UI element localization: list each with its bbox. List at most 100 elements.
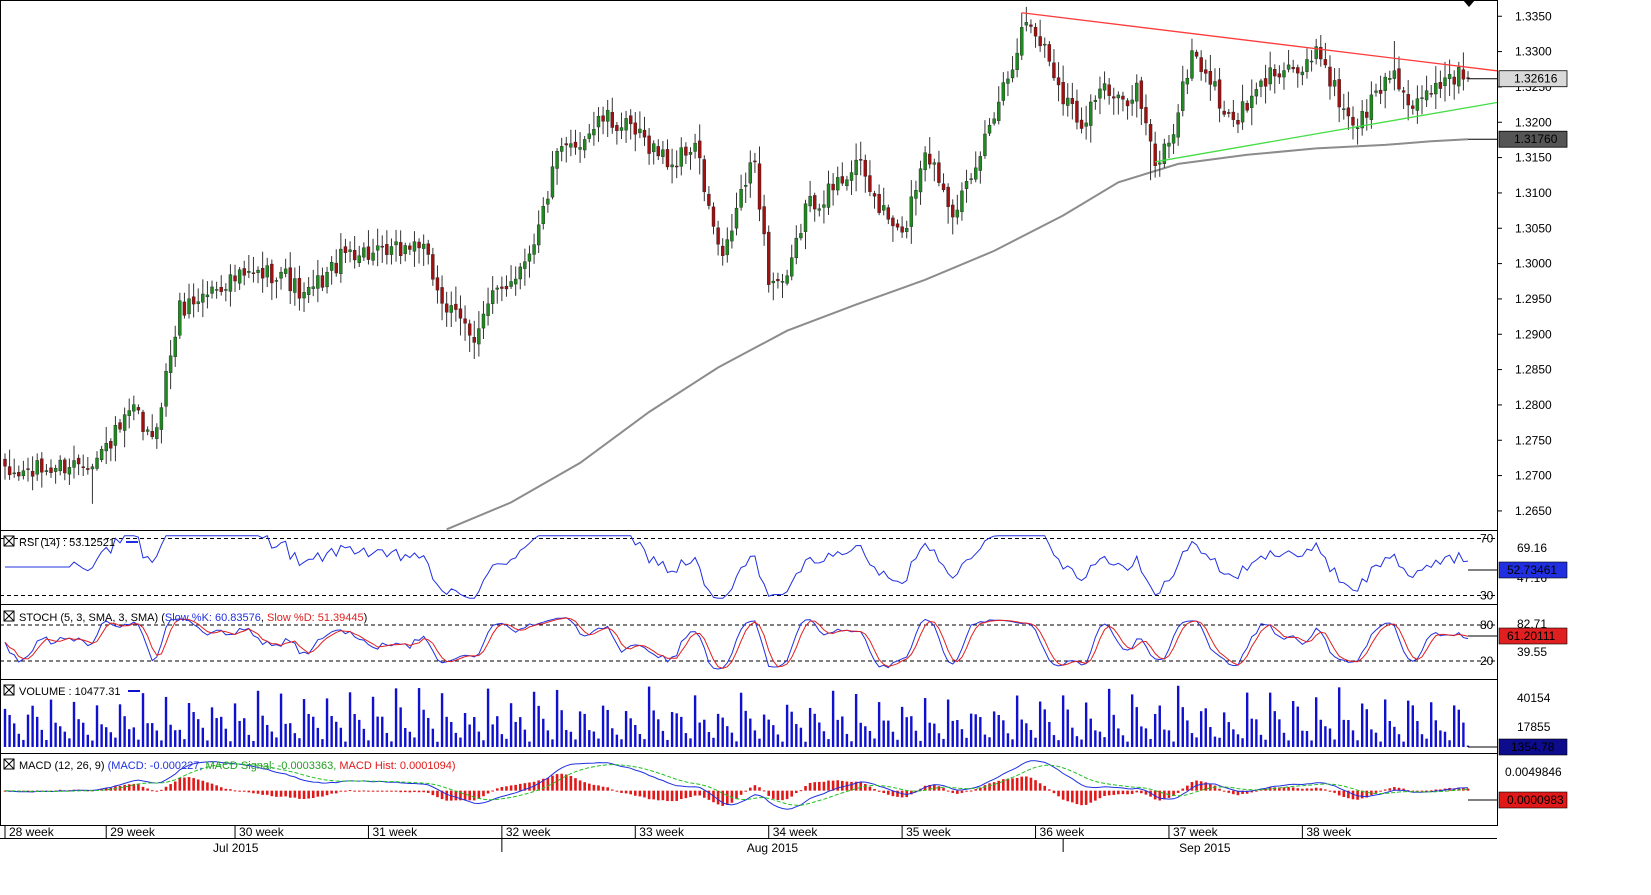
macd-hist-bar: [1227, 790, 1231, 793]
candle-body: [1079, 119, 1084, 129]
volume-bar: [1402, 741, 1405, 747]
volume-bar: [431, 728, 435, 747]
volume-bar: [1094, 730, 1097, 747]
candle-body: [1052, 62, 1056, 79]
macd-hist-bar: [597, 785, 600, 791]
candle-body: [725, 239, 729, 256]
volume-bar: [408, 731, 412, 747]
candle-body: [895, 223, 900, 228]
candle-body: [665, 149, 670, 168]
volume-bar: [31, 705, 34, 747]
volume-bar: [749, 718, 752, 747]
volume-bar: [40, 729, 44, 747]
volume-bar: [1305, 731, 1309, 747]
macd-hist-bar: [1264, 789, 1267, 791]
volume-bar: [873, 738, 876, 747]
candle-body: [490, 290, 495, 304]
macd-hist-bar: [873, 788, 876, 791]
candle-body: [398, 242, 403, 256]
volume-bar: [1121, 735, 1125, 747]
volume-bar: [72, 701, 76, 747]
macd-hist-bar: [841, 780, 844, 791]
candle-body: [44, 470, 49, 472]
macd-hist-bar: [564, 774, 568, 791]
volume-bar: [100, 724, 103, 747]
candle-body: [642, 129, 647, 138]
candle-body: [7, 466, 12, 476]
macd-hist-bar: [1025, 776, 1028, 791]
candle-body: [1392, 70, 1397, 79]
macd-hist-bar: [818, 781, 821, 791]
trendline-resistance: [1021, 12, 1498, 72]
volume-bar: [1190, 733, 1194, 747]
candle-body: [969, 178, 973, 180]
macd-hist-bar: [647, 790, 651, 800]
macd-hist-bar: [578, 780, 582, 791]
macd-hist-bar: [330, 790, 333, 794]
macd-hist-bar: [1370, 790, 1373, 796]
volume-bar: [781, 741, 784, 747]
candle-body: [145, 429, 150, 432]
macd-hist-bar: [403, 790, 407, 793]
macd-hist-bar: [1296, 788, 1300, 791]
volume-bar: [592, 731, 596, 747]
rsi-tag-label: 52.73461: [1507, 563, 1557, 577]
candle-body: [265, 265, 269, 278]
volume-bar: [799, 727, 803, 747]
macd-hist-bar: [1236, 790, 1240, 796]
macd-hist-bar: [348, 790, 352, 792]
candle-body: [58, 459, 62, 472]
month-label: Sep 2015: [1179, 841, 1231, 855]
macd-hist-bar: [169, 784, 172, 791]
price-tick-label: 1.2650: [1515, 504, 1552, 518]
volume-bar: [1287, 740, 1290, 747]
candle-body: [302, 292, 306, 299]
candle-body: [113, 425, 118, 446]
volume-bar: [160, 740, 163, 747]
volume-bar: [1241, 738, 1244, 747]
macd-hist-bar: [1241, 790, 1244, 795]
candle-body: [1332, 80, 1337, 87]
macd-hist-bar: [357, 790, 361, 792]
volume-bar: [1268, 692, 1272, 747]
macd-hist-bar: [1149, 790, 1152, 797]
volume-bar: [63, 731, 67, 747]
candle-body: [500, 286, 504, 289]
candle-body: [1116, 94, 1121, 99]
volume-bar: [13, 723, 16, 747]
macd-hist-bar: [1452, 788, 1456, 791]
volume-bar: [726, 726, 729, 747]
macd-hist-bar: [367, 790, 370, 792]
candle-body: [767, 231, 771, 285]
candle-body: [785, 275, 789, 284]
macd-hist-bar: [684, 790, 688, 799]
candle-body: [1263, 78, 1268, 87]
volume-bar: [565, 730, 568, 747]
volume-bar: [1075, 736, 1079, 747]
candle-body: [987, 124, 992, 134]
volume-bar: [652, 710, 655, 747]
candle-body: [67, 467, 72, 475]
volume-bar: [620, 739, 623, 747]
candle-body: [1047, 44, 1052, 62]
candle-body: [541, 206, 545, 225]
panel-frame-rsi: [0, 530, 1498, 605]
candle-body: [228, 274, 233, 292]
volume-bar: [325, 698, 329, 747]
volume-bar: [385, 732, 389, 747]
macd-hist-bar: [399, 790, 402, 793]
macd-hist-bar: [417, 790, 421, 793]
volume-bar: [1232, 729, 1235, 747]
volume-bar: [790, 711, 793, 747]
candle-body: [601, 115, 605, 122]
macd-hist-bar: [1066, 790, 1070, 802]
macd-hist-bar: [831, 780, 835, 791]
macd-hist-bar: [974, 789, 978, 791]
candle-body: [86, 468, 90, 470]
volume-bar: [808, 707, 812, 747]
volume-bar: [730, 732, 734, 747]
macd-hist-bar: [1282, 787, 1286, 791]
candle-body: [1029, 24, 1033, 27]
candle-body: [762, 206, 766, 235]
macd-hist-bar: [560, 773, 563, 791]
